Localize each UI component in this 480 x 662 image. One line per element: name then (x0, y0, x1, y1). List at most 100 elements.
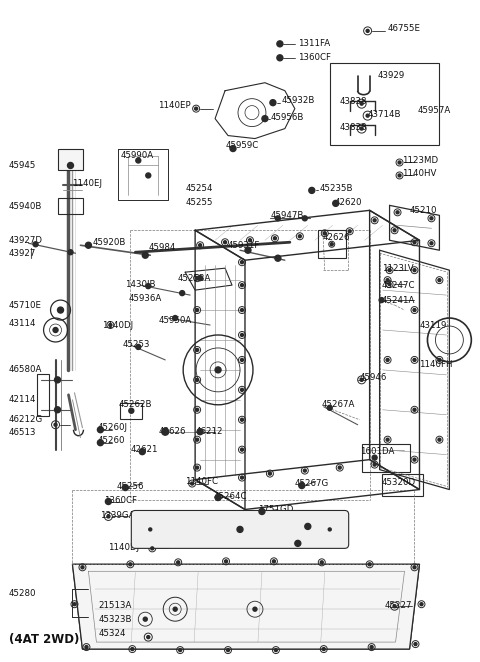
Text: 46580A: 46580A (9, 365, 42, 375)
Text: 1360CF: 1360CF (104, 496, 137, 505)
Circle shape (413, 308, 416, 312)
Text: 45235B: 45235B (320, 184, 353, 193)
Circle shape (240, 448, 243, 451)
Circle shape (413, 458, 416, 461)
Circle shape (139, 449, 145, 455)
Circle shape (372, 455, 377, 460)
Circle shape (413, 358, 416, 361)
Text: (4AT 2WD): (4AT 2WD) (9, 633, 79, 645)
Bar (382, 473, 423, 496)
Circle shape (420, 602, 423, 606)
Circle shape (58, 307, 63, 313)
Circle shape (240, 283, 243, 287)
Circle shape (379, 298, 384, 303)
Circle shape (320, 561, 323, 564)
Circle shape (196, 348, 199, 352)
Text: 46212: 46212 (195, 427, 223, 436)
Text: 43929: 43929 (378, 71, 405, 80)
Text: 45260J: 45260J (97, 423, 127, 432)
Circle shape (237, 526, 243, 532)
Circle shape (368, 563, 371, 566)
Circle shape (398, 174, 401, 177)
Text: 1601DA: 1601DA (360, 447, 394, 456)
Text: 46321: 46321 (303, 520, 330, 529)
Text: 1140EJ: 1140EJ (72, 179, 103, 188)
Circle shape (177, 561, 180, 564)
Circle shape (302, 216, 307, 221)
Circle shape (151, 547, 154, 550)
Circle shape (393, 604, 396, 608)
Circle shape (215, 367, 221, 373)
Text: 43119: 43119 (420, 320, 447, 330)
Text: 43131B: 43131B (290, 538, 324, 547)
Circle shape (227, 649, 229, 651)
Circle shape (373, 463, 376, 466)
Text: 45267G: 45267G (295, 479, 329, 488)
Circle shape (273, 560, 276, 563)
Circle shape (277, 55, 283, 61)
Text: 45256: 45256 (116, 482, 144, 491)
Circle shape (215, 495, 221, 500)
Text: 45932B: 45932B (282, 96, 315, 105)
Circle shape (438, 279, 441, 281)
Circle shape (196, 466, 199, 469)
Circle shape (360, 127, 363, 130)
Text: 43927D: 43927D (9, 236, 43, 245)
Circle shape (413, 566, 416, 569)
Circle shape (240, 418, 243, 421)
Text: 45324: 45324 (98, 629, 126, 638)
Circle shape (245, 247, 251, 254)
Text: 1140EP: 1140EP (158, 101, 191, 110)
Text: 45710E: 45710E (9, 301, 42, 310)
Circle shape (249, 239, 252, 242)
Circle shape (224, 241, 227, 244)
Text: 1140FH: 1140FH (420, 360, 453, 369)
Circle shape (198, 275, 203, 281)
Circle shape (322, 647, 325, 651)
Circle shape (277, 41, 283, 47)
Text: 46755E: 46755E (387, 24, 420, 33)
Circle shape (370, 645, 373, 649)
Text: 45946: 45946 (360, 373, 387, 383)
Circle shape (240, 308, 243, 312)
Circle shape (386, 279, 389, 281)
Text: 42626: 42626 (323, 233, 350, 242)
Text: 45323B: 45323B (98, 614, 132, 624)
Text: 45984: 45984 (148, 243, 176, 252)
Circle shape (196, 379, 199, 381)
Circle shape (240, 476, 243, 479)
Bar (120, 402, 142, 419)
Text: 42621: 42621 (130, 445, 158, 454)
Text: 1751GD: 1751GD (258, 505, 293, 514)
Text: 45920B: 45920B (93, 238, 126, 247)
Text: 43714B: 43714B (368, 110, 401, 119)
Circle shape (330, 243, 333, 246)
FancyBboxPatch shape (132, 510, 348, 548)
Circle shape (129, 563, 132, 566)
Text: 45940B: 45940B (9, 202, 42, 211)
Circle shape (366, 29, 369, 32)
Text: 45931F: 45931F (228, 241, 261, 250)
Circle shape (413, 241, 416, 244)
Circle shape (73, 602, 76, 606)
Circle shape (309, 187, 315, 193)
Text: 45262B: 45262B (119, 401, 152, 409)
Circle shape (68, 250, 73, 255)
Text: 1140DJ: 1140DJ (102, 320, 133, 330)
Circle shape (328, 528, 331, 531)
Circle shape (199, 244, 202, 247)
Circle shape (262, 116, 268, 122)
Circle shape (373, 219, 376, 222)
Text: 45950A: 45950A (158, 316, 192, 324)
Circle shape (240, 334, 243, 336)
Circle shape (275, 256, 281, 261)
Circle shape (396, 211, 399, 214)
Circle shape (162, 428, 168, 435)
Bar (58, 148, 84, 171)
Bar (318, 230, 346, 258)
Circle shape (295, 540, 301, 546)
Circle shape (240, 389, 243, 391)
Circle shape (55, 406, 60, 413)
Circle shape (68, 162, 73, 168)
Circle shape (230, 146, 236, 152)
